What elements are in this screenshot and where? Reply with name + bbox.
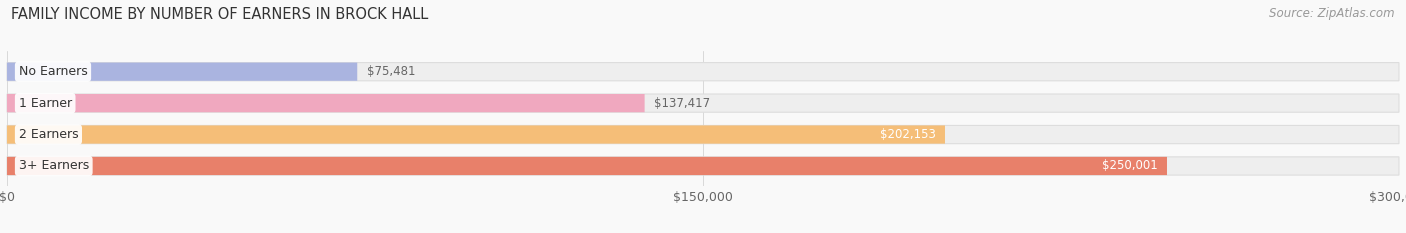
- Text: Source: ZipAtlas.com: Source: ZipAtlas.com: [1270, 7, 1395, 20]
- Text: $202,153: $202,153: [880, 128, 936, 141]
- FancyBboxPatch shape: [7, 94, 644, 112]
- FancyBboxPatch shape: [7, 157, 1399, 175]
- FancyBboxPatch shape: [7, 63, 1399, 81]
- Text: FAMILY INCOME BY NUMBER OF EARNERS IN BROCK HALL: FAMILY INCOME BY NUMBER OF EARNERS IN BR…: [11, 7, 429, 22]
- FancyBboxPatch shape: [7, 157, 1167, 175]
- Text: $137,417: $137,417: [654, 97, 710, 110]
- FancyBboxPatch shape: [7, 63, 357, 81]
- FancyBboxPatch shape: [7, 125, 945, 144]
- Text: $250,001: $250,001: [1102, 159, 1157, 172]
- Text: 1 Earner: 1 Earner: [18, 97, 72, 110]
- FancyBboxPatch shape: [7, 125, 1399, 144]
- Text: $75,481: $75,481: [367, 65, 415, 78]
- Text: 2 Earners: 2 Earners: [18, 128, 79, 141]
- Text: No Earners: No Earners: [18, 65, 87, 78]
- Text: 3+ Earners: 3+ Earners: [18, 159, 89, 172]
- FancyBboxPatch shape: [7, 94, 1399, 112]
